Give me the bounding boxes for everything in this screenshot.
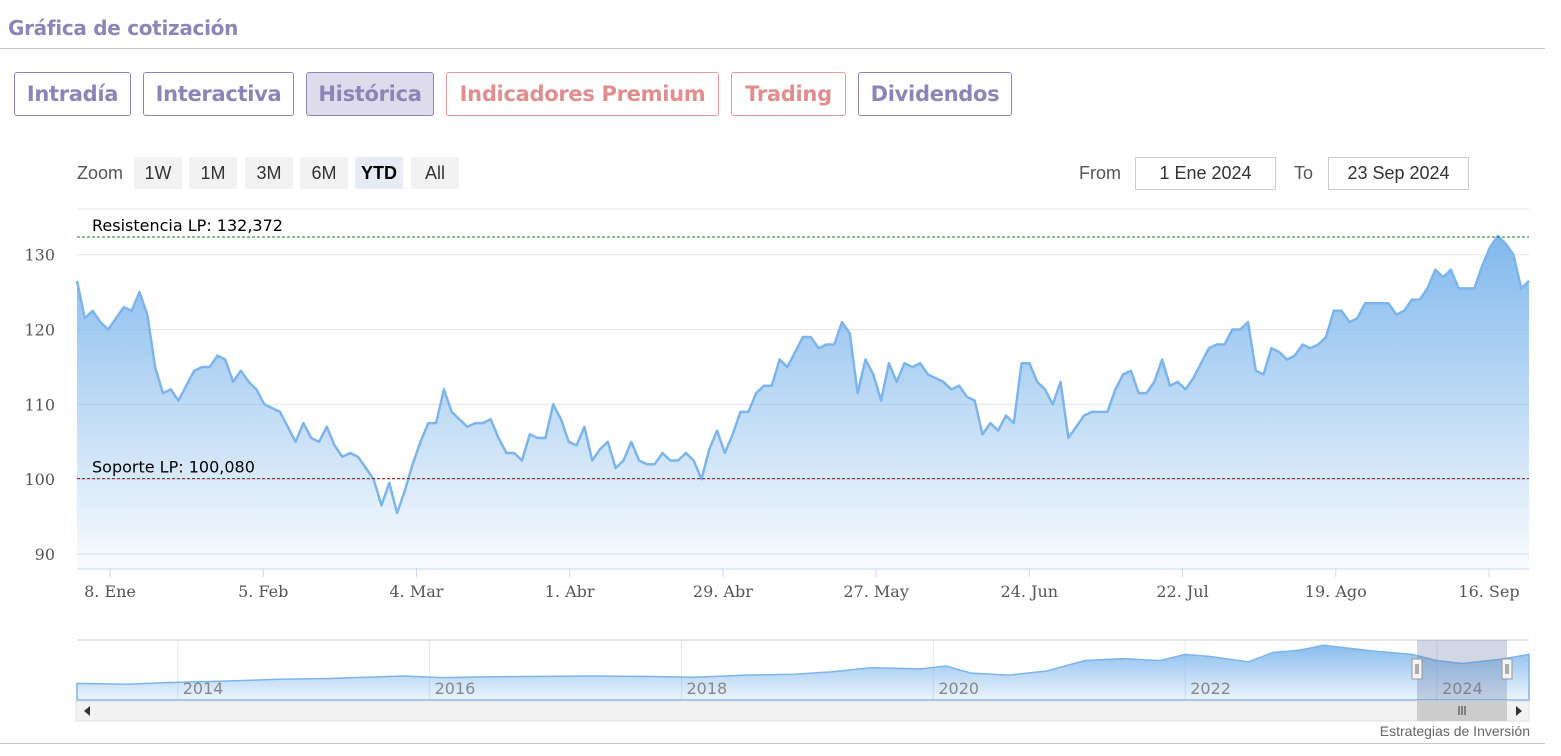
y-tick-label: 130 bbox=[24, 246, 55, 265]
navigator-year-label: 2020 bbox=[938, 679, 979, 698]
navigator-year-label: 2014 bbox=[183, 679, 224, 698]
x-tick-label: 5. Feb bbox=[238, 582, 288, 601]
navigator-year-label: 2022 bbox=[1190, 679, 1231, 698]
page-title: Gráfica de cotización bbox=[8, 16, 239, 40]
tab-intradia[interactable]: Intradía bbox=[14, 72, 131, 116]
x-tick-label: 27. May bbox=[843, 582, 909, 601]
x-tick-label: 22. Jul bbox=[1156, 582, 1208, 601]
x-tick-label: 29. Abr bbox=[693, 582, 753, 601]
navigator[interactable]: 2014 2016 2018 2020 2022 2024 bbox=[76, 639, 1530, 701]
support-label: Soporte LP: 100,080 bbox=[92, 458, 255, 477]
tab-dividendos[interactable]: Dividendos bbox=[858, 72, 1012, 116]
y-tick-label: 120 bbox=[24, 321, 55, 340]
x-tick-label: 19. Ago bbox=[1305, 582, 1367, 601]
tab-trading[interactable]: Trading bbox=[731, 72, 846, 116]
navigator-right-handle[interactable] bbox=[1501, 658, 1513, 680]
from-label: From bbox=[1079, 163, 1121, 183]
navigator-year-labels: 2014 2016 2018 2020 2022 2024 bbox=[183, 679, 1483, 698]
to-date-input[interactable] bbox=[1328, 157, 1469, 190]
navigator-year-label: 2024 bbox=[1442, 679, 1483, 698]
navigator-left-handle[interactable] bbox=[1411, 658, 1423, 680]
tab-historica[interactable]: Histórica bbox=[306, 72, 434, 116]
tab-interactiva[interactable]: Interactiva bbox=[143, 72, 294, 116]
zoom-label: Zoom bbox=[77, 163, 124, 183]
zoom-1m-button[interactable]: 1M bbox=[189, 157, 237, 189]
y-tick-label: 90 bbox=[35, 545, 55, 564]
from-date-input[interactable] bbox=[1135, 157, 1276, 190]
navigator-selection[interactable] bbox=[1417, 640, 1507, 700]
credit-label: Estrategias de Inversión bbox=[1379, 723, 1530, 739]
zoom-ytd-button[interactable]: YTD bbox=[355, 157, 403, 189]
scrollbar[interactable] bbox=[75, 700, 1530, 722]
to-label: To bbox=[1294, 163, 1314, 183]
zoom-1w-button[interactable]: 1W bbox=[134, 157, 182, 189]
scroll-left-arrow-icon[interactable] bbox=[84, 706, 90, 716]
navigator-year-label: 2016 bbox=[435, 679, 476, 698]
tab-indicadores-premium[interactable]: Indicadores Premium bbox=[446, 72, 719, 116]
x-tick-label: 16. Sep bbox=[1458, 582, 1519, 601]
y-axis-labels: 90 100 110 120 130 bbox=[24, 246, 55, 564]
resistance-label: Resistencia LP: 132,372 bbox=[92, 216, 283, 235]
title-divider bbox=[0, 48, 1545, 49]
x-tick-label: 1. Abr bbox=[545, 582, 595, 601]
x-axis-labels: 8. Ene 5. Feb 4. Mar 1. Abr 29. Abr 27. May 24… bbox=[84, 569, 1520, 601]
x-tick-label: 8. Ene bbox=[84, 582, 136, 601]
x-tick-label: 24. Jun bbox=[1001, 582, 1059, 601]
scrollbar-track[interactable] bbox=[75, 700, 1530, 722]
zoom-3m-button[interactable]: 3M bbox=[245, 157, 293, 189]
zoom-6m-button[interactable]: 6M bbox=[300, 157, 348, 189]
scroll-right-arrow-icon[interactable] bbox=[1516, 706, 1522, 716]
bottom-divider bbox=[0, 743, 1545, 744]
x-tick-label: 4. Mar bbox=[389, 582, 443, 601]
price-line bbox=[75, 234, 1530, 515]
y-tick-label: 100 bbox=[24, 470, 55, 489]
navigator-series bbox=[76, 644, 1530, 701]
scrollbar-thumb-grip bbox=[1458, 706, 1466, 715]
navigator-year-label: 2018 bbox=[686, 679, 727, 698]
price-area bbox=[77, 236, 1529, 569]
y-tick-label: 110 bbox=[24, 395, 55, 414]
zoom-all-button[interactable]: All bbox=[411, 157, 459, 189]
